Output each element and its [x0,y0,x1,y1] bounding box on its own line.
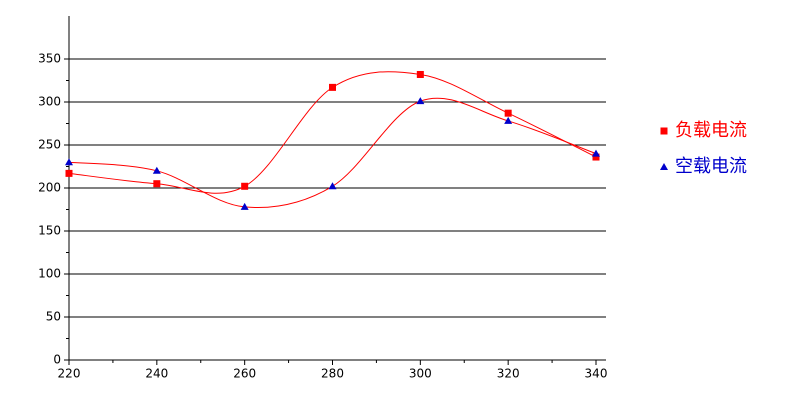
data-point [329,83,336,91]
x-tick-label: 220 [58,367,81,381]
y-tick-label: 250 [38,138,61,152]
data-point [65,169,73,177]
y-tick-label: 200 [38,181,61,195]
y-tick-label: 50 [46,310,61,324]
legend-label: 负载电流 [675,120,747,141]
data-point [241,182,249,190]
y-tick-label: 150 [38,224,61,238]
legend-label: 空载电流 [675,156,747,177]
data-point [416,70,424,78]
data-point [240,202,249,210]
data-point [592,149,600,157]
data-point [153,180,161,188]
data-point [65,158,73,166]
data-point [504,109,512,117]
data-point [328,182,337,190]
legend-marker [660,127,668,135]
x-tick-label: 280 [321,367,344,381]
y-tick-label: 100 [38,267,61,281]
data-point [416,97,425,105]
series-line [68,97,597,208]
data-point [152,166,161,174]
x-tick-label: 320 [497,367,520,381]
data-point [504,116,513,124]
x-tick-label: 340 [585,367,608,381]
legend-marker [660,163,668,170]
x-tick-label: 300 [409,367,432,381]
x-tick-label: 260 [233,367,256,381]
x-tick-label: 240 [145,367,168,381]
y-tick-label: 300 [38,95,61,109]
data-point [592,153,600,161]
y-tick-label: 0 [53,353,61,367]
y-tick-label: 350 [38,52,61,66]
